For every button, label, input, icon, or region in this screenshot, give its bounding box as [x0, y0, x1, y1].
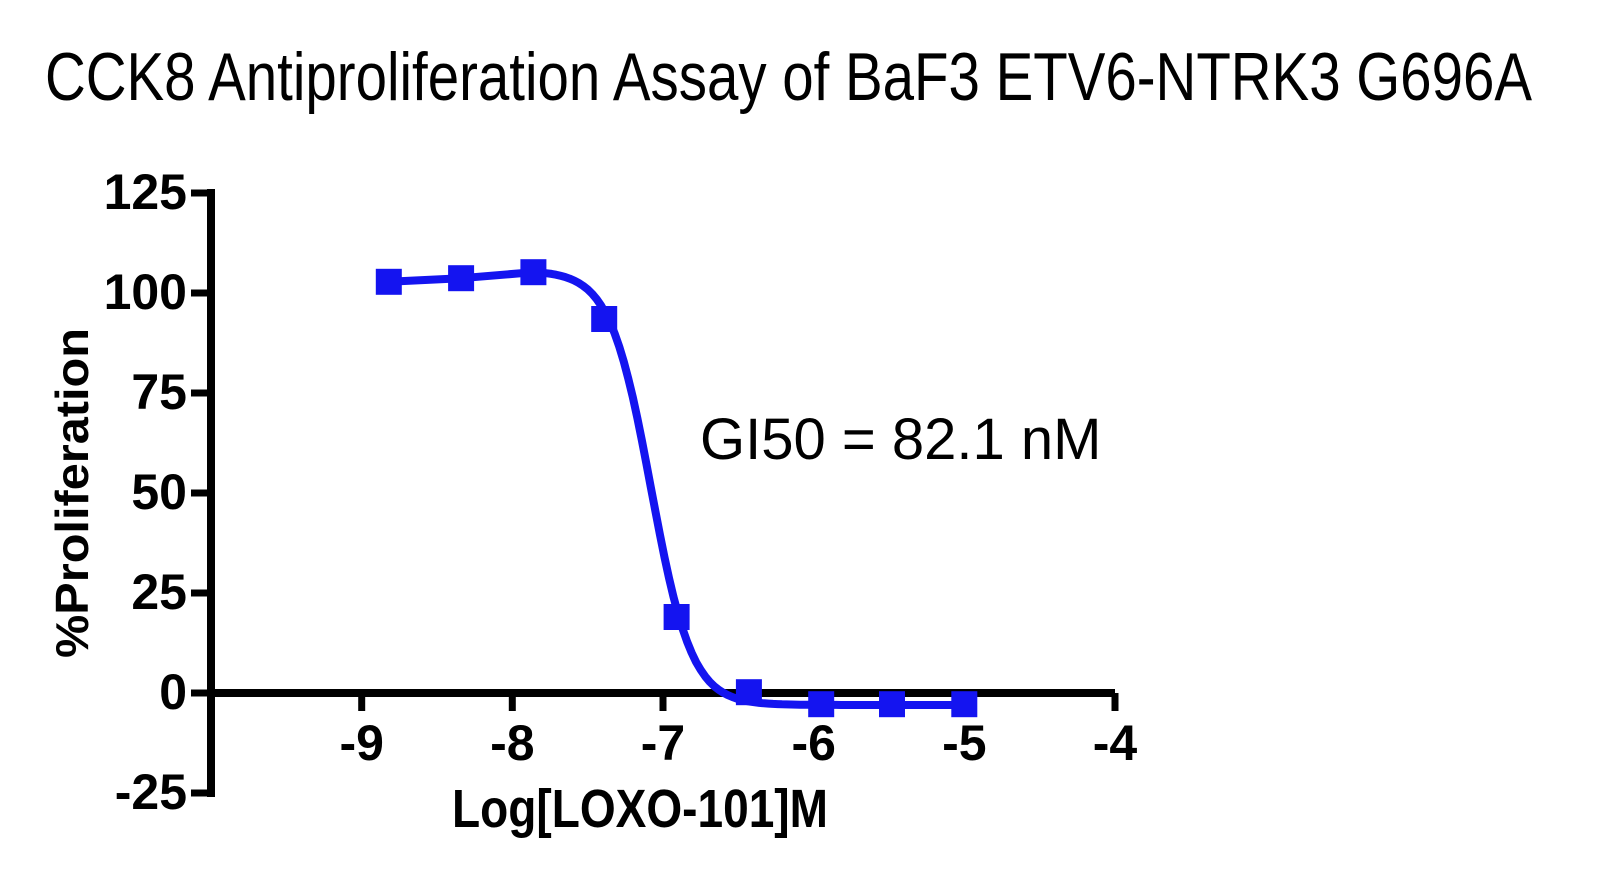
y-tick-label: 75	[131, 364, 187, 420]
x-axis-title: Log[LOXO-101]M	[452, 779, 828, 839]
x-tick-label: -4	[1093, 715, 1138, 771]
y-axis-ticks: 125 100 75 50 25 0 -25	[104, 164, 207, 820]
y-tick-label: 25	[131, 564, 187, 620]
y-tick-label: 100	[104, 264, 187, 320]
data-points-layer	[375, 259, 978, 718]
y-axis-title: %Proliferation	[46, 328, 98, 658]
data-point-marker	[591, 306, 618, 332]
data-point-marker	[735, 679, 762, 706]
y-tick-label: -25	[115, 764, 187, 820]
x-tick-label: -9	[339, 715, 383, 771]
data-point-marker	[375, 268, 402, 295]
data-point-marker	[951, 691, 978, 718]
data-point-marker	[520, 259, 547, 286]
fit-curve	[384, 268, 969, 709]
gi50-annotation: GI50 = 82.1 nM	[700, 407, 1101, 472]
data-point-marker	[448, 265, 475, 292]
x-tick-label: -6	[791, 715, 835, 771]
data-point-marker	[879, 691, 905, 718]
y-tick-label: 0	[159, 664, 187, 720]
x-tick-label: -8	[490, 715, 534, 771]
chart-title: CCK8 Antiproliferation Assay of BaF3 ETV…	[45, 39, 1533, 115]
fit-curve-layer	[384, 268, 969, 709]
x-tick-label: -5	[942, 715, 986, 771]
y-tick-label: 50	[131, 464, 187, 520]
x-axis-ticks: -9 -8 -7 -6 -5 -4	[339, 693, 1137, 771]
data-point-marker	[808, 691, 835, 718]
data-point-marker	[663, 604, 690, 630]
x-tick-label: -7	[641, 715, 685, 771]
y-tick-label: 125	[104, 164, 187, 220]
